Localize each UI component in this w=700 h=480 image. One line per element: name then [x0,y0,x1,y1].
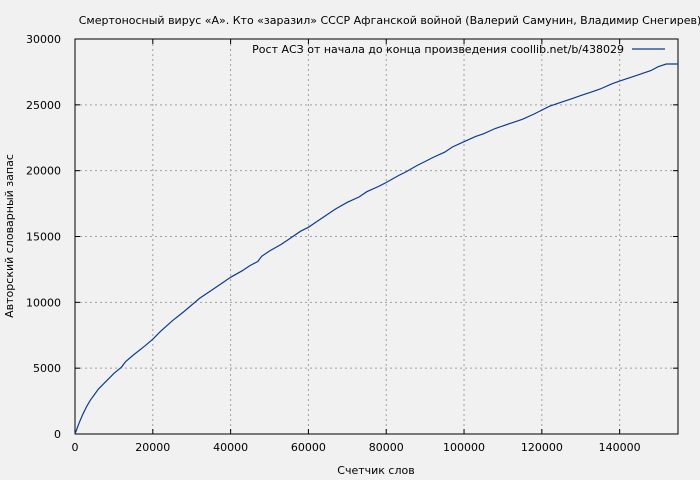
y-tick-label: 10000 [26,296,61,309]
y-tick-label: 15000 [26,231,61,244]
x-tick-label: 120000 [521,441,563,454]
x-tick-label: 100000 [443,441,485,454]
y-tick-label: 0 [54,428,61,441]
y-tick-label: 20000 [26,165,61,178]
x-tick-label: 140000 [599,441,641,454]
y-axis-label: Авторский словарный запас [3,154,16,318]
x-tick-label: 20000 [135,441,170,454]
legend-entry-label: Рост АСЗ от начала до конца произведения… [252,43,624,56]
x-tick-label: 40000 [213,441,248,454]
y-tick-label: 25000 [26,99,61,112]
x-axis: 0 20000 40000 60000 80000 100000 120000 140000 [72,39,641,454]
series-group [74,63,678,435]
chart-title: Смертоносный вирус «А». Кто «заразил» СС… [79,14,700,27]
y-axis: 0 5000 10000 15000 20000 25000 30000 [26,33,678,441]
x-tick-label: 0 [72,441,79,454]
y-tick-label: 30000 [26,33,61,46]
legend: Рост АСЗ от начала до конца произведения… [252,43,665,56]
y-tick-label: 5000 [33,362,61,375]
grid [75,39,678,434]
x-tick-label: 60000 [291,441,326,454]
x-axis-label: Счетчик слов [337,464,414,477]
x-tick-label: 80000 [369,441,404,454]
series-line [74,63,678,435]
